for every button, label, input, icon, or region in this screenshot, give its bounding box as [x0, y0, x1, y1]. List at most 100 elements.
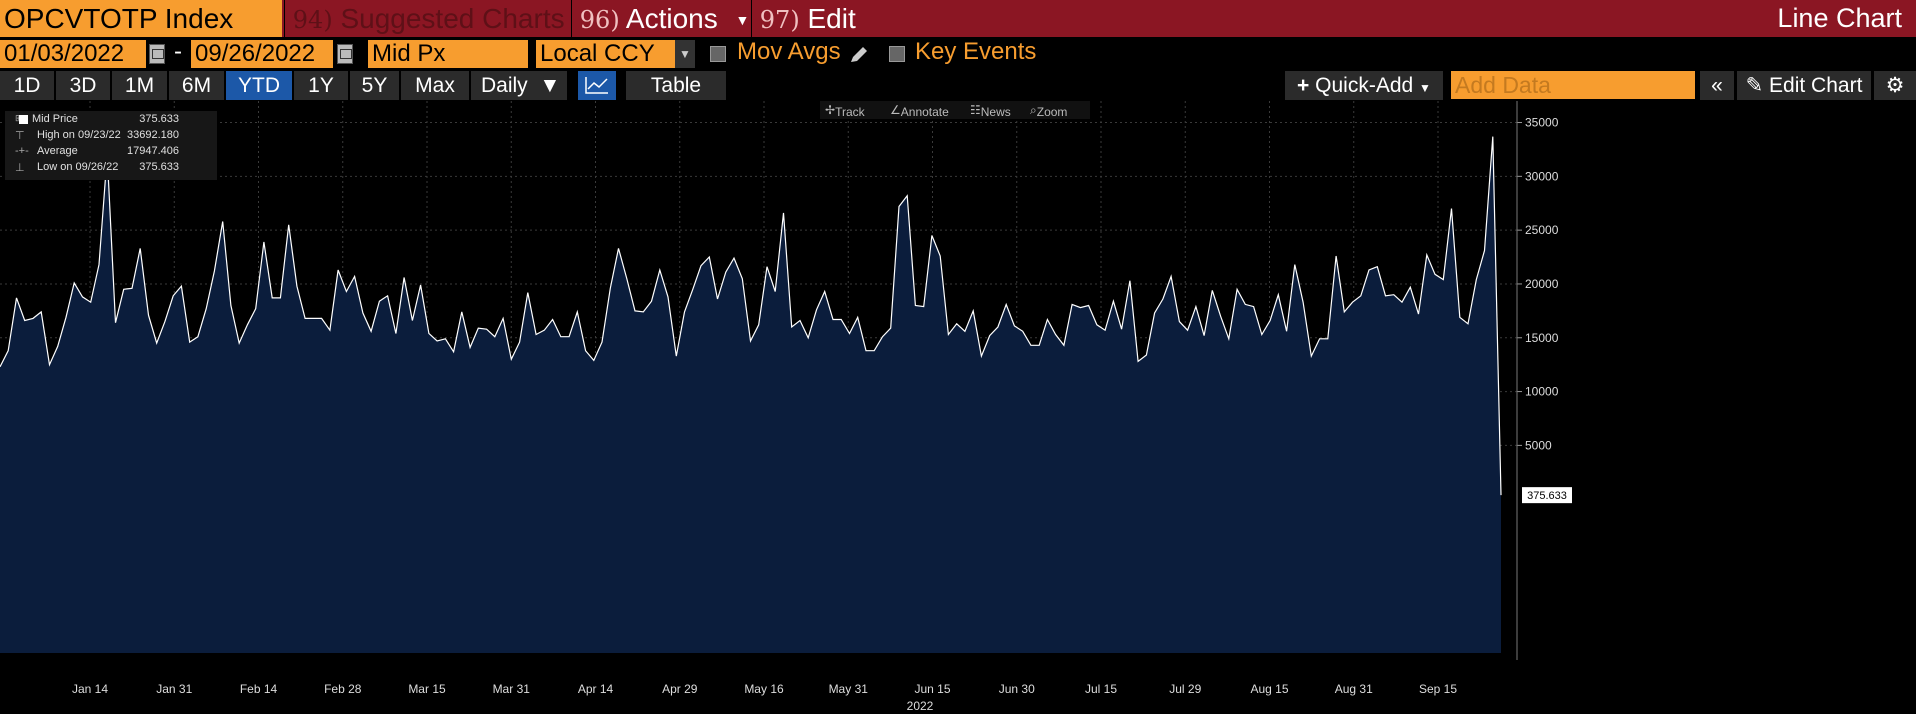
tab-number: 97)	[759, 6, 800, 34]
frequency-select[interactable]: Daily ▼	[471, 71, 567, 100]
x-tick-label: May 16	[744, 682, 784, 696]
line-chart-icon	[585, 77, 608, 94]
quick-add-label: Quick-Add	[1315, 74, 1414, 97]
tab-number: 96)	[579, 6, 620, 34]
edit-menu[interactable]: 97) Edit ▼	[751, 0, 884, 67]
y-tick-label: 25000	[1525, 223, 1559, 237]
y-tick-label: 30000	[1525, 169, 1559, 183]
end-date-field[interactable]: 09/26/2022	[191, 40, 333, 68]
annotate-tool[interactable]: ∠ Annotate	[890, 103, 949, 119]
add-data-input[interactable]: Add Data	[1451, 71, 1695, 99]
caret-down-icon: ▼	[1419, 81, 1431, 95]
quick-add-button[interactable]: + Quick-Add ▼	[1285, 71, 1443, 100]
mov-avgs-checkbox[interactable]	[710, 46, 726, 62]
x-tick-label: Apr 29	[662, 682, 698, 696]
high-marker-icon: ⊤	[15, 130, 25, 142]
collapse-icon[interactable]: «	[1700, 71, 1734, 100]
tab-label: Suggested Charts	[340, 3, 565, 34]
price-field-select[interactable]: Mid Px	[368, 40, 528, 68]
tab-suggested-charts[interactable]: 94) Suggested Charts	[284, 0, 569, 37]
calendar-icon[interactable]	[149, 44, 165, 64]
chart-tools-bar: ✢ Track ∠ Annotate ☷ News ⌕ Zoom	[820, 101, 1090, 119]
legend-row: -+- Average 17947.406	[5, 145, 217, 160]
key-events-label: Key Events	[915, 38, 1037, 65]
legend-label: High on 09/23/22	[37, 129, 121, 141]
legend-value: 375.633	[139, 161, 179, 173]
title-bar	[0, 0, 1916, 37]
start-date-field[interactable]: 01/03/2022	[0, 40, 146, 68]
mov-avgs-label: Mov Avgs	[737, 38, 841, 65]
y-tick-label: 35000	[1525, 116, 1559, 130]
legend-row: ⊥ Low on 09/26/22 375.633	[5, 161, 217, 176]
track-tool[interactable]: ✢ Track	[825, 103, 865, 119]
tab-number: 94)	[292, 6, 333, 34]
y-tick-label: 15000	[1525, 331, 1559, 345]
legend-value: 375.633	[139, 113, 179, 125]
caret-down-icon: ▼	[735, 12, 750, 29]
series-line	[0, 136, 1502, 496]
y-tick-label: 5000	[1525, 438, 1552, 452]
period-1m-button[interactable]: 1M	[112, 71, 167, 100]
track-label: Track	[835, 105, 865, 119]
news-tool[interactable]: ☷ News	[970, 103, 1011, 119]
edit-chart-button[interactable]: ✎ Edit Chart	[1737, 71, 1871, 100]
ticker-field[interactable]: OPCVTOTP Index	[0, 0, 282, 37]
calendar-icon[interactable]	[337, 44, 353, 64]
line-chart[interactable]: 5000 10000 15000 20000 25000 30000 35000 Jan 14…	[0, 100, 1916, 714]
area-fill	[0, 136, 1501, 654]
legend-label: Average	[37, 145, 78, 157]
tab-label: Edit	[807, 3, 856, 34]
gear-icon[interactable]: ⚙	[1874, 71, 1916, 100]
actions-menu[interactable]: 96) Actions ▼	[571, 0, 750, 37]
plus-icon: +	[1297, 74, 1310, 97]
period-1y-button[interactable]: 1Y	[294, 71, 348, 100]
news-label: News	[980, 105, 1011, 119]
x-year-label: 2022	[907, 699, 934, 713]
chevron-down-icon[interactable]: ▼	[675, 40, 695, 68]
x-tick-label: Jun 30	[999, 682, 1035, 696]
series-swatch	[19, 115, 28, 124]
period-max-button[interactable]: Max	[401, 71, 469, 100]
period-1d-button[interactable]: 1D	[0, 71, 54, 100]
period-ytd-button[interactable]: YTD	[226, 71, 292, 100]
x-tick-label: Apr 14	[578, 682, 614, 696]
chart-type-label: Line Chart	[1777, 3, 1902, 33]
x-tick-label: Sep 15	[1419, 682, 1457, 696]
legend-row: ⊞ Mid Price 375.633	[5, 113, 217, 128]
last-value-badge	[1522, 487, 1572, 504]
line-chart-toggle[interactable]	[578, 71, 616, 100]
expand-icon: ⊞	[15, 113, 23, 124]
last-value-label: 375.633	[1527, 490, 1567, 502]
zoom-tool[interactable]: ⌕ Zoom	[1030, 103, 1068, 119]
x-tick-label: Aug 15	[1250, 682, 1288, 696]
annotate-label: Annotate	[900, 105, 949, 119]
period-5y-button[interactable]: 5Y	[350, 71, 399, 100]
low-marker-icon: ⊥	[15, 162, 25, 174]
x-tick-label: Mar 31	[493, 682, 531, 696]
y-tick-label: 10000	[1525, 385, 1559, 399]
x-tick-label: Jun 15	[914, 682, 950, 696]
date-separator: -	[174, 38, 182, 65]
x-tick-label: May 31	[829, 682, 869, 696]
y-tick-label: 20000	[1525, 277, 1559, 291]
legend-value: 17947.406	[127, 145, 179, 157]
x-tick-label: Jan 31	[156, 682, 192, 696]
x-tick-label: Feb 14	[240, 682, 278, 696]
legend-row: ⊤ High on 09/23/22 33692.180	[5, 129, 217, 144]
x-tick-label: Mar 15	[408, 682, 446, 696]
currency-select[interactable]: Local CCY	[536, 40, 676, 68]
caret-down-icon: ▼	[539, 74, 561, 97]
legend-value: 33692.180	[127, 129, 179, 141]
period-3d-button[interactable]: 3D	[56, 71, 110, 100]
frequency-label: Daily	[481, 74, 528, 97]
legend-label: Mid Price	[32, 113, 78, 125]
pencil-icon[interactable]	[848, 44, 870, 66]
x-tick-label: Feb 28	[324, 682, 362, 696]
chart-legend[interactable]: ⊞ Mid Price 375.633 ⊤ High on 09/23/22 3…	[5, 111, 217, 180]
table-button[interactable]: Table	[626, 71, 726, 100]
key-events-checkbox[interactable]	[889, 46, 905, 62]
tab-label: Actions	[625, 3, 718, 34]
x-tick-label: Jul 15	[1085, 682, 1117, 696]
x-tick-label: Jan 14	[72, 682, 108, 696]
period-6m-button[interactable]: 6M	[169, 71, 224, 100]
